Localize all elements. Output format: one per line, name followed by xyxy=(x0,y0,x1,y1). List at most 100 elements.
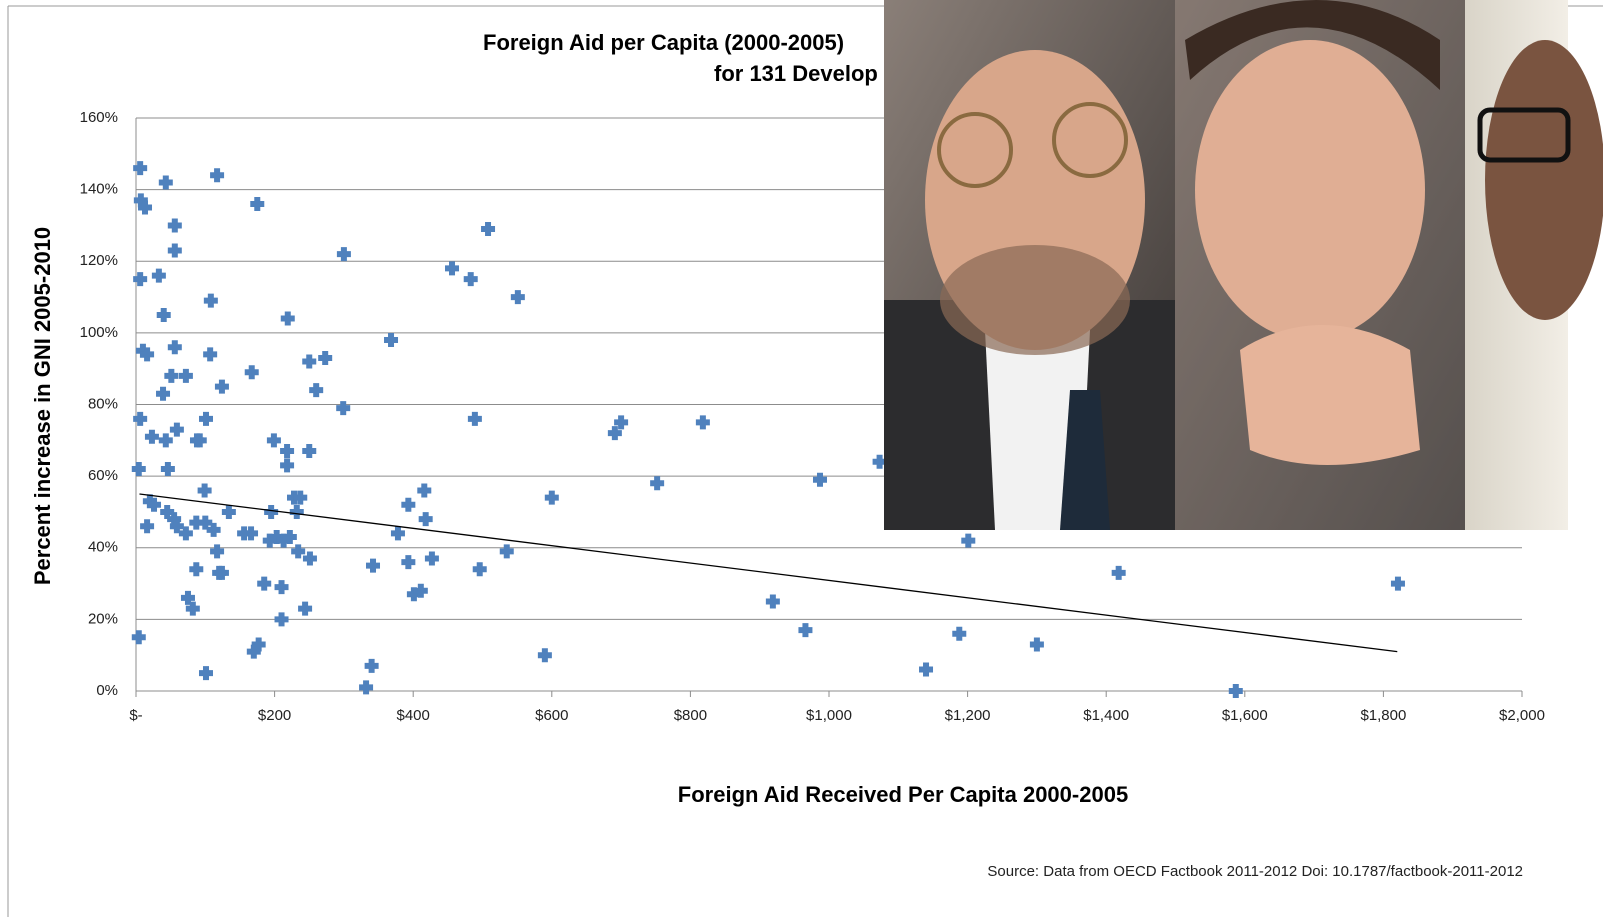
data-point xyxy=(144,429,159,444)
data-point xyxy=(289,504,304,519)
x-tick-label: $1,200 xyxy=(945,707,991,724)
data-point xyxy=(131,461,146,476)
data-point xyxy=(336,247,351,262)
data-point xyxy=(309,383,324,398)
x-tick-label: $200 xyxy=(258,707,291,724)
data-point xyxy=(544,490,559,505)
data-point xyxy=(185,601,200,616)
trend-line xyxy=(139,493,1398,653)
data-point xyxy=(765,594,780,609)
data-point xyxy=(192,433,207,448)
x-tick-label: $2,000 xyxy=(1499,707,1545,724)
data-point xyxy=(798,623,813,638)
chart-title: for 131 Develop xyxy=(714,61,878,86)
data-point xyxy=(1390,576,1405,591)
data-point xyxy=(160,504,175,519)
data-point xyxy=(167,243,182,258)
glasses xyxy=(937,112,1013,188)
y-tick-label: 40% xyxy=(88,539,118,556)
data-point xyxy=(169,422,184,437)
data-point xyxy=(510,290,525,305)
data-point xyxy=(406,587,421,602)
y-tick-label: 80% xyxy=(88,395,118,412)
data-point xyxy=(401,555,416,570)
data-point xyxy=(262,533,277,548)
data-point xyxy=(318,350,333,365)
x-tick-label: $400 xyxy=(397,707,430,724)
data-point xyxy=(812,472,827,487)
data-point xyxy=(282,530,297,545)
data-point xyxy=(1228,684,1243,698)
data-point xyxy=(210,544,225,559)
x-tick-label: $1,800 xyxy=(1360,707,1406,724)
data-point xyxy=(167,218,182,233)
beard xyxy=(940,245,1130,355)
x-tick-label: $1,000 xyxy=(806,707,852,724)
data-point xyxy=(298,601,313,616)
data-point xyxy=(147,497,162,512)
data-point xyxy=(197,483,212,498)
data-point xyxy=(417,483,432,498)
data-point xyxy=(269,530,284,545)
data-point xyxy=(266,433,281,448)
data-point xyxy=(650,476,665,491)
data-point xyxy=(872,454,887,469)
data-point xyxy=(250,196,265,211)
data-point xyxy=(135,343,150,358)
y-axis-title: Percent increase in GNI 2005-2010 xyxy=(30,227,55,585)
x-tick-label: $- xyxy=(129,707,142,724)
data-point xyxy=(280,458,295,473)
data-point xyxy=(607,426,622,441)
x-tick-label: $600 xyxy=(535,707,568,724)
y-tick-label: 20% xyxy=(88,610,118,627)
data-point xyxy=(961,533,976,548)
data-point xyxy=(164,368,179,383)
x-tick-label: $800 xyxy=(674,707,707,724)
data-point xyxy=(366,558,381,573)
face xyxy=(1195,40,1425,340)
data-point xyxy=(614,415,629,430)
data-point xyxy=(169,519,184,534)
x-tick-label: $1,400 xyxy=(1083,707,1129,724)
hands xyxy=(1240,325,1420,465)
data-point xyxy=(156,307,171,322)
data-point xyxy=(302,354,317,369)
data-point xyxy=(214,379,229,394)
data-point xyxy=(189,515,204,530)
data-point xyxy=(203,347,218,362)
data-point xyxy=(156,386,171,401)
data-point xyxy=(1111,565,1126,580)
data-point xyxy=(138,200,153,215)
data-point xyxy=(359,680,374,695)
data-point xyxy=(463,272,478,287)
data-point xyxy=(206,522,221,537)
y-tick-label: 160% xyxy=(80,109,118,126)
data-point xyxy=(158,433,173,448)
data-point xyxy=(246,644,261,659)
data-point xyxy=(336,401,351,416)
data-point xyxy=(445,261,460,276)
data-point xyxy=(158,175,173,190)
data-point xyxy=(390,526,405,541)
data-point xyxy=(198,666,213,681)
data-point xyxy=(133,161,148,176)
y-tick-label: 140% xyxy=(80,181,118,198)
x-axis-title: Foreign Aid Received Per Capita 2000-200… xyxy=(678,782,1128,807)
source-note: Source: Data from OECD Factbook 2011-201… xyxy=(987,863,1523,880)
data-point xyxy=(401,497,416,512)
data-point xyxy=(178,368,193,383)
y-tick-label: 60% xyxy=(88,467,118,484)
data-point xyxy=(481,222,496,237)
chart-title: Foreign Aid per Capita (2000-2005) xyxy=(483,30,844,55)
data-point xyxy=(189,562,204,577)
data-point xyxy=(302,444,317,459)
tie xyxy=(1060,390,1110,530)
data-point xyxy=(142,494,157,509)
data-point xyxy=(244,526,259,541)
data-point xyxy=(695,415,710,430)
data-point xyxy=(537,648,552,663)
data-point xyxy=(364,658,379,673)
data-point xyxy=(133,411,148,426)
